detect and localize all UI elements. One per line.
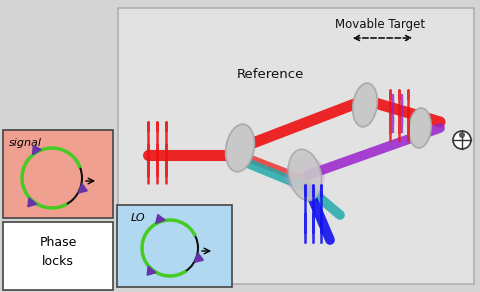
Circle shape [459,132,465,138]
Text: LO: LO [131,213,145,223]
Ellipse shape [288,149,322,201]
Polygon shape [156,215,165,223]
FancyBboxPatch shape [3,130,113,218]
Ellipse shape [226,124,254,172]
Polygon shape [28,198,36,207]
Text: Movable Target: Movable Target [335,18,425,31]
Polygon shape [194,253,204,262]
Polygon shape [33,145,41,154]
Text: Reference: Reference [236,68,304,81]
Polygon shape [79,184,87,193]
Ellipse shape [409,108,431,148]
FancyBboxPatch shape [117,205,232,287]
Ellipse shape [353,83,377,127]
Text: signal: signal [9,138,42,148]
Text: Phase
locks: Phase locks [39,236,77,268]
Ellipse shape [285,155,325,195]
FancyBboxPatch shape [118,8,474,284]
Circle shape [453,131,471,149]
Polygon shape [147,266,156,275]
FancyBboxPatch shape [3,222,113,290]
